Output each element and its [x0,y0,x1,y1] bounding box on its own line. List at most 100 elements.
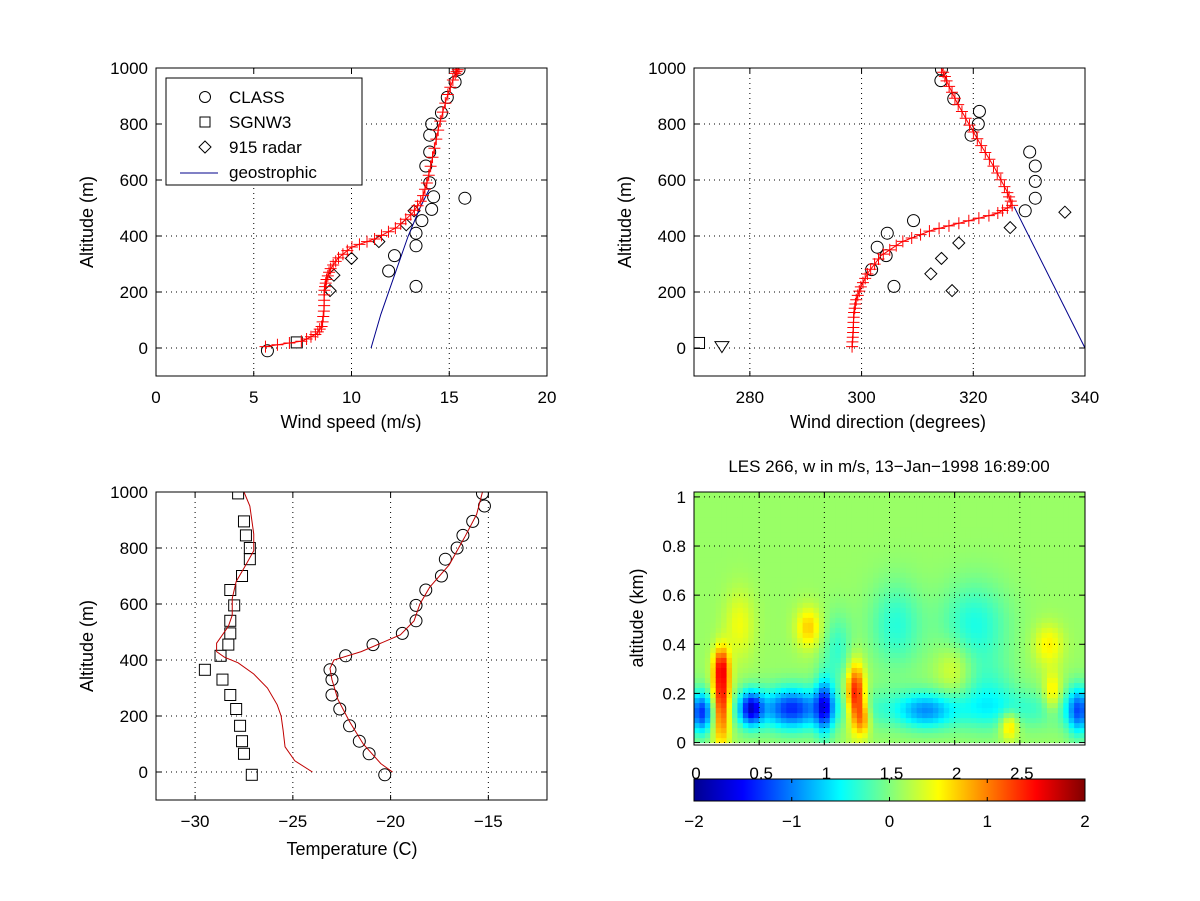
heatmap-cell [753,607,760,613]
heatmap-cell [1008,682,1016,689]
heatmap-cell [938,512,945,518]
heatmap-cell [1019,542,1026,548]
heatmap-cell [932,627,939,633]
heatmap-cell [987,492,994,498]
les-heatmap-title: LES 266, w in m/s, 13−Jan−1998 16:89:00 [728,457,1049,476]
heatmap-cell [938,542,945,548]
heatmap-cell [900,697,907,704]
heatmap-cell [770,582,777,588]
heatmap-cell [818,557,825,563]
heatmap-cell [992,532,999,538]
legend-label-class: CLASS [229,88,285,107]
heatmap-cell [960,627,967,633]
heatmap-cell [1057,562,1064,568]
heatmap-cell [900,642,907,648]
heatmap-cell [759,657,766,663]
heatmap-cell [753,582,760,588]
heatmap-cell [1057,697,1064,704]
heatmap-cell [1030,522,1037,528]
heatmap-cell [938,562,945,568]
heatmap-cell [1063,662,1070,668]
heatmap-cell [759,637,766,643]
heatmap-cell [884,627,891,633]
heatmap-cell [1057,557,1064,563]
heatmap-cell [802,727,809,734]
heatmap-cell [775,512,782,518]
heatmap-cell [878,602,885,608]
heatmap-cell [786,587,793,593]
heatmap-cell [1014,497,1021,503]
heatmap-cell [949,672,956,679]
heatmap-cell [786,697,793,704]
x-tick-label: −25 [278,812,307,831]
heatmap-cell [932,507,939,513]
heatmap-cell [721,707,728,714]
heatmap-cell [1074,552,1081,558]
heatmap-cell [786,537,793,543]
heatmap-cell [775,707,782,714]
heatmap-cell [867,652,874,658]
heatmap-cell [840,687,847,694]
heatmap-cell [846,502,853,508]
wind-speed-marks [259,68,472,358]
heatmap-cell [791,502,798,508]
heatmap-cell [965,627,972,633]
heatmap-cell [1068,732,1075,739]
heatmap-cell [884,647,891,653]
heatmap-cell [753,692,760,699]
heatmap-cell [753,612,760,618]
heatmap-cell [970,507,977,513]
heatmap-cell [949,717,956,724]
heatmap-cell [932,537,939,543]
heatmap-cell [911,692,918,699]
heatmap-cell [943,492,950,498]
heatmap-cell [759,652,766,658]
heatmap-cell [873,522,880,528]
heatmap-cell [824,647,831,653]
heatmap-cell [943,642,950,648]
heatmap-cell [878,732,885,739]
heatmap-cell [1052,657,1059,663]
x-tick-label: 340 [1071,388,1099,407]
heatmap-cell [970,672,977,679]
heatmap-cell [802,542,809,548]
heatmap-cell [1003,527,1010,533]
heatmap-cell [938,642,945,648]
heatmap-cell [922,532,929,538]
heatmap-cell [780,562,787,568]
heatmap-cell [824,537,831,543]
heatmap-cell [960,602,967,608]
heatmap-cell [949,502,956,508]
heatmap-cell [894,647,901,653]
heatmap-cell [916,667,923,673]
heatmap-cell [1014,582,1021,588]
heatmap-cell [829,607,836,613]
heatmap-cell [862,697,869,704]
heatmap-cell [813,607,820,613]
heatmap-cell [911,667,918,673]
heatmap-cell [786,642,793,648]
heatmap-cell [873,707,880,714]
heatmap-cell [998,507,1005,513]
heatmap-cell [775,642,782,648]
heatmap-cell [846,547,853,553]
heatmap-cell [737,627,744,633]
model-plus-marker [426,151,439,164]
heatmap-cell [1036,732,1043,739]
heatmap-cell [726,512,733,518]
heatmap-cell [721,717,728,724]
heatmap-cell [905,652,912,658]
heatmap-cell [851,632,858,638]
heatmap-cell [748,617,755,623]
heatmap-cell [791,532,798,538]
heatmap-cell [1036,687,1043,694]
heatmap-cell [884,577,891,583]
y-tick-label: 0.2 [662,684,686,703]
heatmap-cell [1036,597,1043,603]
heatmap-cell [905,512,912,518]
heatmap-cell [981,582,988,588]
heatmap-cell [818,607,825,613]
heatmap-cell [894,527,901,533]
heatmap-cell [1057,722,1064,729]
